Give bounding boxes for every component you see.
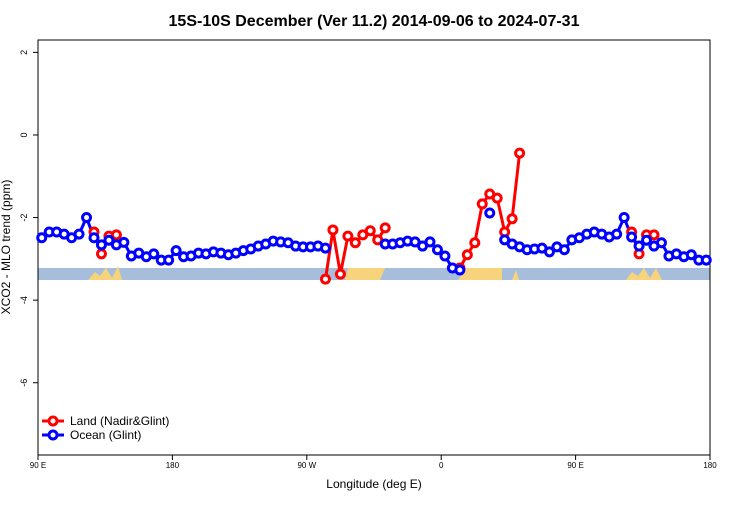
point bbox=[334, 268, 346, 280]
point bbox=[379, 222, 391, 234]
point bbox=[431, 244, 443, 256]
point bbox=[543, 246, 555, 258]
point bbox=[342, 230, 354, 242]
x-tick-label: 180 bbox=[703, 461, 717, 470]
point bbox=[648, 229, 660, 241]
point bbox=[170, 245, 182, 257]
point bbox=[163, 254, 175, 266]
point bbox=[476, 198, 488, 210]
point bbox=[110, 229, 122, 241]
point bbox=[469, 237, 481, 249]
point bbox=[611, 228, 623, 240]
y-axis-label: XCO2 - MLO trend (ppm) bbox=[0, 180, 13, 315]
y-tick-label: -4 bbox=[19, 296, 29, 304]
series-line bbox=[92, 152, 654, 280]
y-tick-label: -2 bbox=[19, 214, 29, 222]
point bbox=[685, 249, 697, 261]
point bbox=[700, 254, 712, 266]
x-tick-label: 0 bbox=[439, 461, 444, 470]
point bbox=[319, 273, 331, 285]
point bbox=[81, 212, 93, 224]
x-tick-label: 90 E bbox=[567, 461, 583, 470]
point bbox=[618, 212, 630, 224]
point bbox=[484, 207, 496, 219]
point bbox=[641, 234, 653, 246]
point bbox=[95, 239, 107, 251]
point bbox=[103, 234, 115, 246]
point bbox=[514, 147, 526, 159]
x-tick-label: 90 W bbox=[297, 461, 316, 470]
point bbox=[349, 237, 361, 249]
point bbox=[118, 236, 130, 248]
point bbox=[73, 228, 85, 240]
point bbox=[364, 225, 376, 237]
point bbox=[626, 231, 638, 243]
point bbox=[88, 232, 100, 244]
y-tick-label: 2 bbox=[19, 50, 29, 55]
point bbox=[454, 264, 466, 276]
y-tick-label: -6 bbox=[19, 379, 29, 387]
point bbox=[633, 240, 645, 252]
map-strip bbox=[38, 266, 710, 280]
x-axis-label: Longitude (deg E) bbox=[326, 477, 421, 491]
x-tick-label: 90 E bbox=[30, 461, 46, 470]
point bbox=[655, 237, 667, 249]
point bbox=[461, 249, 473, 261]
point bbox=[148, 248, 160, 260]
chart-title: 15S-10S December (Ver 11.2) 2014-09-06 t… bbox=[169, 13, 580, 30]
legend-marker bbox=[47, 429, 59, 441]
point bbox=[439, 250, 451, 262]
point bbox=[327, 224, 339, 236]
point bbox=[319, 242, 331, 254]
point bbox=[424, 236, 436, 248]
point bbox=[558, 244, 570, 256]
point bbox=[506, 213, 518, 225]
plot-frame bbox=[37, 39, 711, 456]
legend-label: Ocean (Glint) bbox=[70, 428, 141, 442]
legend: Land (Nadir&Glint)Ocean (Glint) bbox=[42, 414, 169, 442]
legend-marker bbox=[47, 415, 59, 427]
point bbox=[491, 192, 503, 204]
y-tick-label: 0 bbox=[19, 132, 29, 137]
point bbox=[95, 248, 107, 260]
x-tick-label: 180 bbox=[166, 461, 180, 470]
point bbox=[36, 232, 48, 244]
legend-label: Land (Nadir&Glint) bbox=[70, 414, 169, 428]
